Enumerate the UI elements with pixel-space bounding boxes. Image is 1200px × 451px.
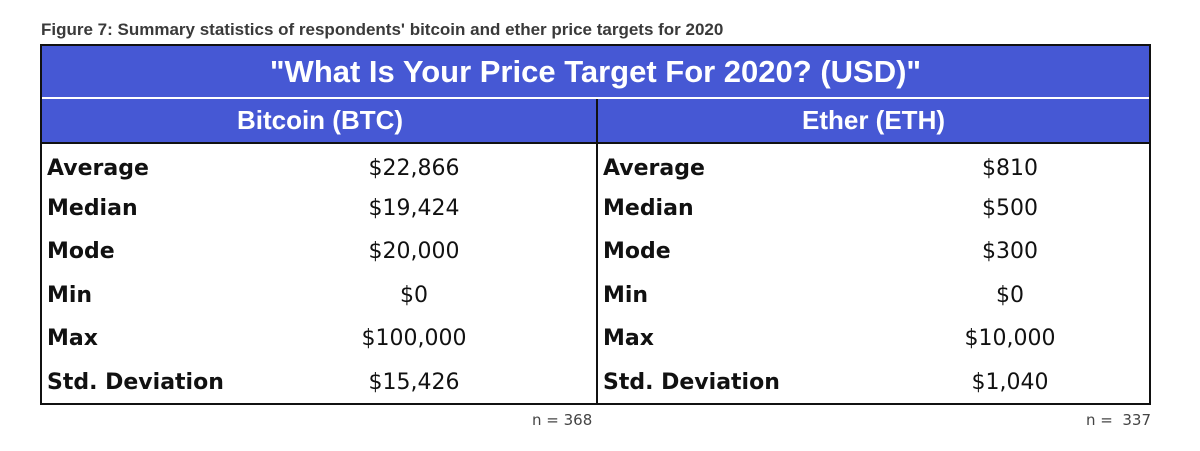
row-label: Max [603,326,654,352]
price-target-table: "What Is Your Price Target For 2020? (US… [40,44,1151,405]
column-header-btc: Bitcoin (BTC) [42,99,598,144]
row-label: Average [603,156,705,181]
row-value: $300 [982,239,1038,265]
table-row: Max $10,000 [598,318,1149,362]
row-value: $0 [996,282,1024,308]
row-label: Std. Deviation [47,369,224,395]
column-header-eth: Ether (ETH) [598,99,1149,144]
row-label: Max [47,326,98,352]
row-value: $19,424 [368,195,460,221]
table-row: Min $0 [42,275,596,319]
row-value: $0 [400,282,428,308]
table-row: Max $100,000 [42,318,596,362]
row-label: Min [47,282,93,308]
eth-panel: Average $810 Median $500 Mode $300 Min $… [598,144,1149,403]
figure-caption: Figure 7: Summary statistics of responde… [41,20,724,39]
row-label: Average [47,156,149,181]
row-value: $810 [982,156,1038,181]
table-row: Average $810 [598,144,1149,188]
sample-size-eth: n = 337 [1086,411,1152,429]
table-row: Median $19,424 [42,188,596,232]
btc-panel: Average $22,866 Median $19,424 Mode $20,… [42,144,596,403]
row-label: Min [603,282,649,308]
row-value: $100,000 [361,326,467,352]
row-label: Median [47,195,138,221]
table-row: Min $0 [598,275,1149,319]
row-value: $1,040 [971,369,1049,395]
table-row: Average $22,866 [42,144,596,188]
table-row: Mode $20,000 [42,231,596,275]
sample-size-btc: n = 368 [532,411,593,429]
row-label: Median [603,195,694,221]
row-label: Std. Deviation [603,369,780,395]
table-row: Std. Deviation $15,426 [42,362,596,406]
table-title: "What Is Your Price Target For 2020? (US… [42,46,1149,99]
table-row: Median $500 [598,188,1149,232]
row-value: $10,000 [964,326,1056,352]
row-value: $500 [982,195,1038,221]
row-value: $20,000 [368,239,460,265]
column-divider [596,99,598,403]
row-value: $22,866 [368,156,460,181]
row-label: Mode [47,239,115,265]
row-label: Mode [603,239,671,265]
table-row: Std. Deviation $1,040 [598,362,1149,406]
row-value: $15,426 [368,369,460,395]
table-row: Mode $300 [598,231,1149,275]
